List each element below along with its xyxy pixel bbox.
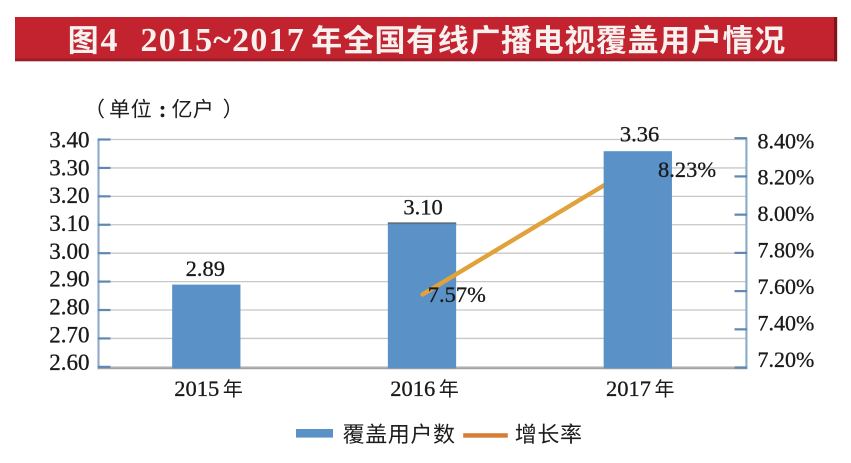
svg-text:2.70: 2.70 — [49, 322, 89, 347]
svg-text:3.30: 3.30 — [49, 155, 89, 180]
svg-text:8.00%: 8.00% — [758, 201, 815, 226]
svg-text:8.20%: 8.20% — [758, 165, 815, 190]
svg-text:7.20%: 7.20% — [758, 347, 815, 372]
svg-text:2.80: 2.80 — [49, 294, 89, 319]
svg-text:8.40%: 8.40% — [758, 128, 815, 153]
svg-text:7.40%: 7.40% — [758, 310, 815, 335]
svg-text:2015: 2015 — [174, 376, 219, 401]
svg-text:3.36: 3.36 — [620, 122, 659, 147]
svg-text:2.89: 2.89 — [186, 256, 225, 281]
svg-text:2.90: 2.90 — [49, 267, 89, 292]
svg-text:2015~2017: 2015~2017 — [141, 22, 305, 59]
svg-text:2016: 2016 — [390, 376, 435, 401]
svg-text:4: 4 — [101, 22, 118, 59]
svg-text:3.40: 3.40 — [49, 128, 89, 153]
svg-text:3.10: 3.10 — [403, 195, 442, 220]
svg-text:7.57%: 7.57% — [428, 282, 486, 307]
svg-text:3.20: 3.20 — [49, 183, 89, 208]
svg-text:7.60%: 7.60% — [758, 274, 815, 299]
svg-text:2017: 2017 — [606, 376, 651, 401]
svg-text:8.23%: 8.23% — [658, 157, 716, 182]
svg-text:2.60: 2.60 — [49, 350, 89, 375]
svg-text:7.80%: 7.80% — [758, 238, 815, 263]
svg-text:3.10: 3.10 — [49, 211, 89, 236]
svg-text:3.00: 3.00 — [49, 239, 89, 264]
